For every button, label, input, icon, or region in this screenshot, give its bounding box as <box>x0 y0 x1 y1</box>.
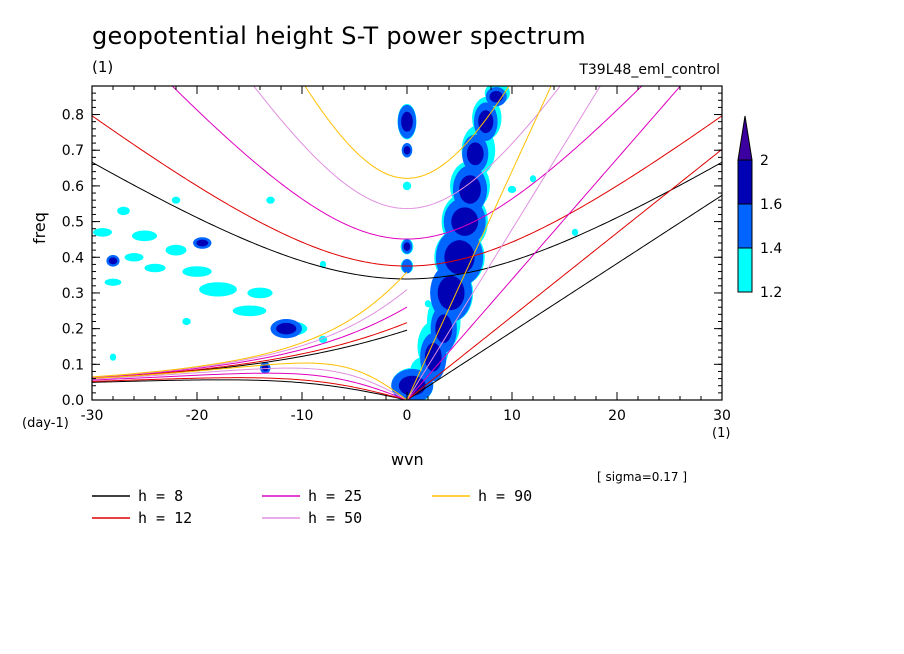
spectrum-cell-low <box>182 266 212 277</box>
rossby-curve <box>92 362 408 400</box>
mrg-curve <box>92 306 408 379</box>
y-tick-label: 0.8 <box>62 108 84 124</box>
spectrum-cell-low <box>319 260 327 268</box>
spectrum-fills <box>93 86 579 400</box>
mrg-curve <box>92 322 408 379</box>
rossby-curve <box>92 377 408 400</box>
y-axis-label: freq <box>30 212 49 244</box>
colorbar-segment <box>737 203 753 249</box>
legend-label: h = 50 <box>308 509 362 527</box>
inertia-gravity-curve <box>92 161 722 280</box>
spectrum-cell-high <box>108 257 118 265</box>
colorbar-label: 1.6 <box>760 197 782 213</box>
x-tick-label: -30 <box>81 408 104 424</box>
spectrum-cell-low <box>109 353 117 361</box>
kelvin-curve <box>406 194 722 400</box>
x-tick-label: -10 <box>291 408 314 424</box>
x-tick-label: -20 <box>186 408 209 424</box>
spectrum-cell-low <box>117 206 130 216</box>
kelvin-curve <box>406 86 601 400</box>
spectrum-cell-low <box>144 263 166 273</box>
spectrum-cell-low <box>124 252 144 262</box>
colorbar-label: 2 <box>760 153 769 169</box>
y-tick-label: 0.2 <box>62 322 84 338</box>
kelvin-curve <box>406 86 552 400</box>
legend-label: h = 25 <box>308 487 362 505</box>
legend-label: h = 90 <box>478 487 532 505</box>
sigma-note: [ sigma=0.17 ] <box>597 470 688 484</box>
spectrum-cell-low <box>247 287 273 299</box>
colorbar-segment <box>737 247 753 293</box>
legend-label: h = 12 <box>138 509 192 527</box>
y-unit-label: (day-1) <box>22 416 69 431</box>
axis-ticks: -30 -20 -10 0 10 20 30 0.0 0.1 0.2 0.3 0.4 0.5 0.6 0.7… <box>62 85 731 424</box>
spectrum-cell-low <box>171 196 181 204</box>
spectrum-cell-low <box>104 278 122 286</box>
y-tick-label: 0.3 <box>62 286 84 302</box>
spectrum-cell-high <box>466 142 484 166</box>
spectrum-cell-high <box>403 145 411 155</box>
rossby-curve <box>92 367 408 400</box>
rossby-curve <box>92 379 408 400</box>
spectrum-cell-low <box>199 282 237 297</box>
spectrum-cell-low <box>402 181 412 191</box>
inertia-gravity-curve <box>92 115 722 267</box>
spectrum-cell-low <box>93 228 112 237</box>
y-tick-label: 0.5 <box>62 215 84 231</box>
spectrum-cell-high <box>489 90 503 103</box>
x-tick-label: 20 <box>608 408 626 424</box>
spectrum-cell-high <box>401 111 413 132</box>
colorbar-triangle <box>737 115 753 161</box>
kelvin-curve <box>406 86 682 400</box>
kelvin-curve <box>406 148 722 400</box>
mrg-curve <box>92 329 408 379</box>
rossby-curve <box>92 372 408 400</box>
spectrum-cell-low <box>507 185 517 194</box>
colorbar-segment <box>737 159 753 205</box>
colorbar-label: 1.2 <box>760 285 782 301</box>
spectrum-cell-low <box>529 175 537 183</box>
y-tick-label: 0.1 <box>62 357 84 373</box>
mrg-curve <box>92 271 408 378</box>
spectrum-cell-high <box>276 322 297 335</box>
legend: h = 8 h = 12 h = 25 h = 50 h = 90 <box>92 487 532 527</box>
chart-title: geopotential height S-T power spectrum <box>92 22 586 50</box>
spectrum-cell-low <box>424 300 432 308</box>
spectrum-cell-high <box>403 242 411 251</box>
spectrum-cell-high <box>444 240 475 275</box>
x-axis-label: wvn <box>391 450 424 469</box>
y-tick-label: 0.4 <box>62 250 84 266</box>
inertia-gravity-curve <box>171 86 643 240</box>
chart-subtitle: (1) <box>92 58 114 76</box>
y-tick-label: 0.0 <box>62 393 84 409</box>
spectrum-cell-low <box>165 244 187 256</box>
colorbar-label: 1.4 <box>760 241 782 257</box>
spectrum-cell-high <box>261 364 269 372</box>
spectrum-cell-low <box>182 317 191 326</box>
legend-label: h = 8 <box>138 487 183 505</box>
spectrum-cell-high <box>398 375 426 396</box>
spectrum-cell-high <box>196 239 209 247</box>
spectrum-cell-high <box>459 175 481 204</box>
colorbar: 1.2 1.4 1.6 2 <box>737 115 782 301</box>
spectrum-cell-high <box>435 314 453 343</box>
y-tick-label: 0.6 <box>62 179 84 195</box>
x-tick-label: 10 <box>503 408 521 424</box>
inertia-gravity-curve <box>253 86 561 210</box>
x-tick-label: 30 <box>713 408 731 424</box>
inertia-gravity-curve <box>304 86 510 179</box>
x-unit-label: (1) <box>712 426 731 441</box>
spectrum-cell-low <box>232 305 267 317</box>
spectrum-cell-high <box>478 110 494 134</box>
y-tick-label: 0.7 <box>62 143 84 159</box>
run-name: T39L48_eml_control <box>579 62 720 78</box>
x-tick-label: 0 <box>403 408 412 424</box>
spectrum-cell-low <box>266 196 275 204</box>
mrg-curve <box>92 289 408 378</box>
dispersion-curves <box>92 86 722 400</box>
spectrum-cell-high <box>437 275 465 311</box>
spectrum-cell-low <box>131 230 158 242</box>
spectrum-cell-low <box>571 228 579 236</box>
